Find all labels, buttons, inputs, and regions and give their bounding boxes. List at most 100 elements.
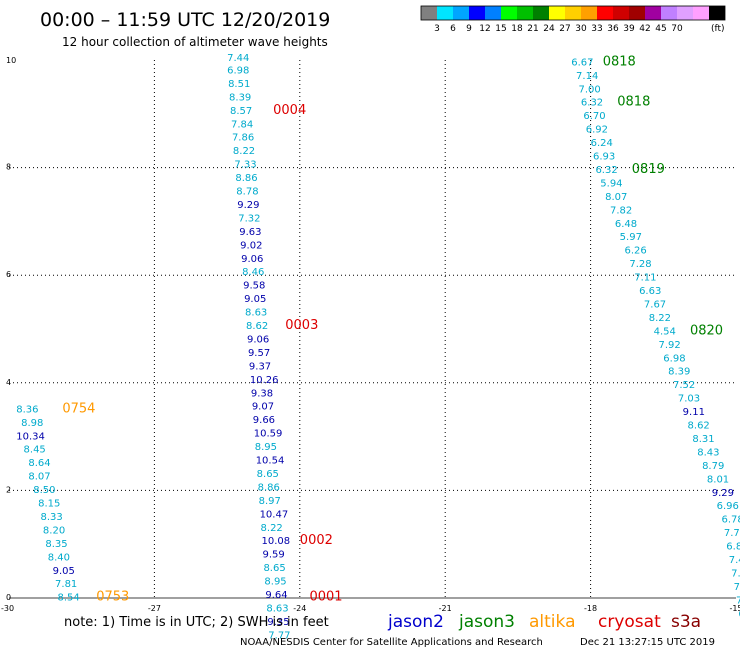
wave-height-value: 5.94	[600, 178, 622, 189]
colorbar-swatch	[501, 6, 517, 20]
wave-height-value: 6.98	[227, 65, 249, 76]
wave-height-value: 8.15	[38, 499, 60, 510]
wave-height-value: 6.48	[615, 219, 637, 230]
x-tick-label: -21	[439, 604, 452, 613]
grid	[9, 60, 736, 599]
wave-height-value: 8.62	[688, 421, 710, 432]
wave-height-value: 9.59	[262, 550, 284, 561]
colorbar-swatch	[613, 6, 629, 20]
wave-height-value: 8.22	[649, 313, 671, 324]
wave-height-value: 10.08	[262, 536, 291, 547]
y-tick-label: 10	[6, 56, 16, 65]
colorbar-label: 21	[527, 24, 538, 34]
wave-height-value: 6.63	[639, 286, 661, 297]
colorbar-swatch	[453, 6, 469, 20]
chart-subtitle: 12 hour collection of altimeter wave hei…	[62, 35, 328, 49]
wave-height-value: 6.98	[663, 353, 685, 364]
colorbar-swatch	[565, 6, 581, 20]
wave-height-value: 8.63	[266, 603, 288, 614]
wave-height-value: 8.78	[236, 187, 258, 198]
wave-height-value: 8.50	[33, 485, 55, 496]
series-altika: 8.36 8.98 10.34 8.45 8.64 8.07 8.50 8.15 8.33 8.2…	[16, 404, 79, 603]
wave-height-value: 10.59	[254, 429, 283, 440]
wave-height-value: 8.20	[43, 525, 65, 536]
wave-height-value: 6.92	[586, 125, 608, 136]
wave-height-value: 7.28	[629, 259, 651, 270]
pass-time-label: 0819	[632, 162, 665, 177]
colorbar-label: 18	[511, 24, 523, 34]
colorbar-swatch	[517, 6, 533, 20]
wave-height-value: 7.46	[729, 555, 740, 566]
colorbar-swatch	[581, 6, 597, 20]
wave-height-value: 7.50	[731, 568, 740, 579]
chart-title: 00:00 – 11:59 UTC 12/20/2019	[40, 9, 330, 31]
wave-height-value: 9.35	[267, 617, 289, 628]
x-tick-label: -24	[293, 604, 306, 613]
colorbar-unit: (ft)	[711, 24, 725, 34]
wave-height-value: 9.07	[252, 402, 274, 413]
colorbar-label: 33	[591, 24, 602, 34]
wave-height-value: 9.05	[244, 294, 266, 305]
pass-time-label: 0003	[285, 318, 318, 333]
wave-height-value: 8.22	[233, 146, 255, 157]
axis-ticks: -30 -27 -24 -21 -18 -15 0 2 4 6 8 10	[1, 56, 740, 613]
colorbar-label: 6	[450, 24, 456, 34]
pass-time-label: 0002	[300, 533, 333, 548]
wave-height-value: 8.46	[242, 267, 264, 278]
wave-height-value: 7.08	[736, 595, 740, 606]
colorbar-swatch	[693, 6, 709, 20]
x-tick-label: -18	[584, 604, 597, 613]
wave-height-value: 6.93	[593, 152, 615, 163]
wave-height-value: 7.92	[658, 340, 680, 351]
wave-height-value: 7.14	[576, 71, 598, 82]
pass-time-label: 0820	[690, 323, 723, 338]
wave-height-value: 8.95	[264, 577, 286, 588]
wave-height-value: 8.33	[41, 512, 63, 523]
wave-height-value: 7.52	[673, 380, 695, 391]
wave-height-value: 8.62	[246, 321, 268, 332]
x-tick-label: -30	[1, 604, 14, 613]
legend-s3a: s3a	[671, 612, 701, 632]
wave-height-value: 6.78	[721, 515, 740, 526]
colorbar-label: 45	[655, 24, 666, 34]
series-jason3: 6.67 7.14 7.00 6.32 6.70 6.92 6.24 6.93 6.32 5.94…	[571, 57, 740, 620]
colorbar-label: 12	[479, 24, 490, 34]
wave-height-value: 7.77	[268, 630, 290, 641]
colorbar-swatch	[437, 6, 453, 20]
note-text: note: 1) Time is in UTC; 2) SWH is in fe…	[64, 615, 329, 630]
colorbar-label: 36	[607, 24, 619, 34]
wave-height-value: 9.57	[248, 348, 270, 359]
wave-height-value: 5.97	[620, 232, 642, 243]
colorbar-swatch	[533, 6, 549, 20]
wave-height-value: 8.63	[245, 308, 267, 319]
colorbar-label: 24	[543, 24, 555, 34]
colorbar-swatch	[597, 6, 613, 20]
pass-time-label: 0004	[273, 103, 306, 118]
colorbar-label: 27	[559, 24, 570, 34]
footer-timestamp: Dec 21 13:27:15 UTC 2019	[580, 637, 715, 648]
wave-height-value: 7.32	[238, 213, 260, 224]
colorbar-frame	[420, 5, 726, 21]
wave-height-value: 8.51	[228, 79, 250, 90]
colorbar-swatch	[709, 6, 725, 20]
wave-height-value: 6.93	[738, 609, 740, 620]
wave-height-value: 6.81	[726, 542, 740, 553]
x-tick-label: -27	[148, 604, 161, 613]
wave-height-value: 6.32	[595, 165, 617, 176]
y-tick-label: 0	[6, 593, 11, 602]
pass-time-label: 0001	[309, 590, 342, 605]
colorbar-swatch	[421, 6, 437, 20]
colorbar-label: 30	[575, 24, 587, 34]
wave-height-value: 8.31	[692, 434, 714, 445]
wave-height-value: 9.58	[243, 281, 265, 292]
wave-height-value: 6.96	[717, 501, 739, 512]
wave-height-value: 9.11	[683, 407, 705, 418]
wave-height-value: 9.38	[251, 388, 273, 399]
wave-height-value: 6.26	[625, 246, 647, 257]
colorbar-label: 9	[466, 24, 472, 34]
wave-height-value: 7.84	[231, 119, 253, 130]
footer-credit: NOAA/NESDIS Center for Satellite Applica…	[240, 637, 543, 648]
wave-height-value: 9.29	[712, 488, 734, 499]
wave-height-value: 7.81	[55, 579, 77, 590]
